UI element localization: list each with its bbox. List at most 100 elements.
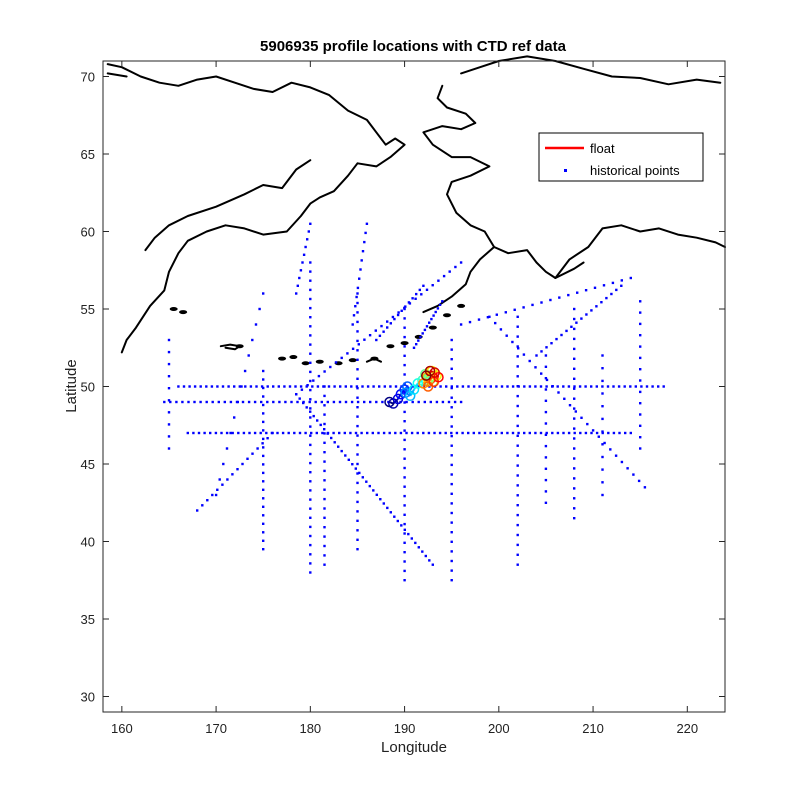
historical-point	[593, 286, 597, 289]
historical-point	[394, 431, 397, 435]
historical-point	[601, 481, 604, 484]
y-tick-label: 40	[81, 535, 95, 550]
historical-point	[601, 430, 604, 433]
historical-point	[601, 455, 604, 459]
historical-point	[340, 356, 343, 360]
historical-point	[578, 385, 582, 388]
historical-point	[540, 301, 543, 304]
historical-point	[495, 385, 498, 388]
historical-point	[439, 385, 442, 388]
historical-point	[624, 431, 627, 435]
historical-point	[323, 394, 326, 398]
historical-point	[441, 400, 445, 404]
historical-point	[516, 444, 519, 447]
historical-point	[516, 494, 519, 497]
historical-point	[372, 489, 375, 492]
historical-point	[309, 452, 312, 456]
historical-point	[346, 352, 349, 355]
historical-point	[354, 467, 357, 470]
historical-point	[540, 350, 543, 353]
historical-point	[420, 293, 423, 296]
historical-point	[618, 431, 621, 435]
historical-point	[626, 467, 629, 470]
historical-point	[249, 385, 253, 388]
historical-point	[448, 270, 451, 273]
historical-point	[295, 292, 298, 295]
historical-point	[309, 370, 312, 374]
historical-point	[453, 400, 457, 404]
historical-point	[375, 338, 378, 342]
historical-point	[450, 406, 453, 409]
historical-point	[450, 348, 453, 351]
historical-point	[576, 291, 579, 294]
historical-point	[403, 532, 406, 535]
float-segment	[427, 381, 435, 388]
historical-point	[417, 339, 420, 342]
coastline-segment	[106, 63, 406, 354]
historical-point	[584, 289, 588, 292]
float-track	[384, 365, 444, 409]
historical-point	[393, 515, 396, 518]
historical-point	[450, 550, 453, 553]
y-tick-label: 30	[81, 690, 95, 705]
historical-point	[500, 431, 503, 435]
historical-point	[323, 526, 326, 529]
historical-point	[167, 387, 171, 390]
historical-point	[513, 308, 516, 311]
historical-point	[332, 400, 336, 404]
historical-point	[374, 329, 377, 332]
historical-point	[573, 357, 576, 360]
historical-point	[225, 431, 229, 435]
historical-point	[403, 560, 406, 563]
historical-point	[247, 400, 251, 404]
historical-point	[431, 563, 434, 566]
historical-point	[403, 579, 406, 582]
historical-point	[639, 424, 642, 427]
historical-point	[356, 368, 359, 371]
historical-point	[298, 276, 301, 280]
historical-point	[516, 375, 519, 378]
historical-point	[388, 431, 391, 435]
historical-point	[356, 358, 359, 361]
historical-point	[386, 320, 389, 323]
historical-point	[309, 425, 312, 428]
historical-point	[545, 346, 548, 349]
historical-point	[442, 274, 446, 278]
historical-point	[560, 333, 563, 337]
historical-point	[516, 474, 519, 477]
historical-point	[309, 562, 312, 565]
historical-point	[601, 392, 604, 395]
historical-point	[262, 292, 265, 295]
historical-point	[196, 509, 199, 512]
historical-point	[356, 491, 359, 494]
historical-point	[356, 510, 359, 513]
y-tick-label: 55	[81, 302, 95, 317]
historical-point	[262, 522, 265, 525]
historical-point	[539, 385, 543, 388]
historical-point	[450, 377, 453, 380]
historical-point	[309, 434, 312, 437]
historical-point	[417, 546, 420, 549]
historical-point	[389, 511, 392, 514]
historical-point	[332, 431, 335, 435]
historical-point	[321, 431, 324, 435]
historical-point	[516, 504, 519, 507]
historical-point	[363, 400, 366, 404]
historical-point	[511, 431, 515, 435]
x-tick-label: 200	[488, 721, 510, 736]
historical-point	[472, 431, 475, 435]
historical-point	[220, 431, 223, 435]
historical-point	[354, 431, 358, 435]
historical-point	[450, 431, 453, 435]
historical-point	[415, 292, 418, 296]
historical-point	[620, 284, 623, 287]
historical-point	[258, 307, 261, 311]
historical-point	[340, 449, 343, 453]
historical-point	[309, 334, 312, 337]
historical-point	[206, 499, 209, 502]
legend-historical-swatch	[564, 169, 567, 172]
historical-point	[447, 400, 451, 404]
historical-point	[516, 335, 519, 338]
historical-point	[478, 431, 481, 435]
historical-point	[363, 240, 366, 244]
